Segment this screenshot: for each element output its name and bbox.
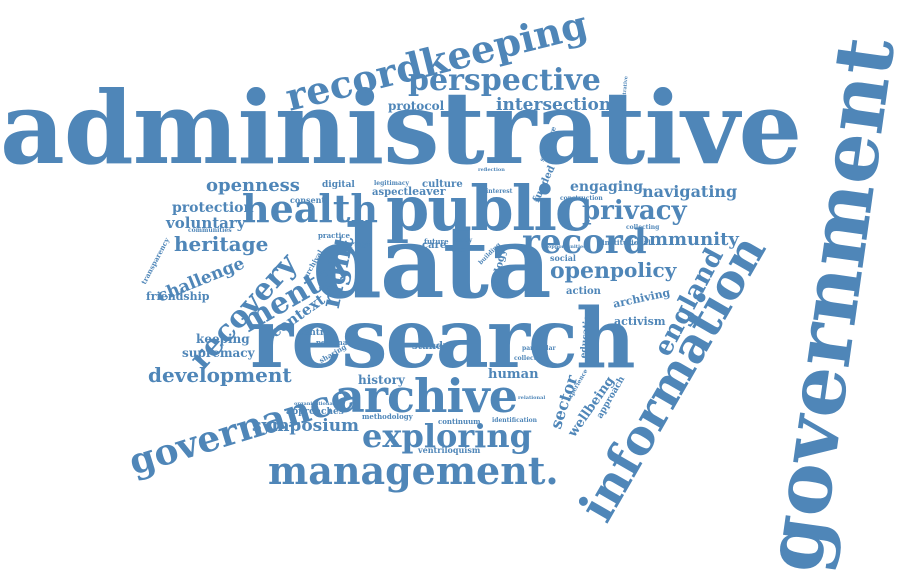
- word-communities: communities: [188, 227, 232, 234]
- word-relational: relational: [518, 395, 546, 401]
- word-keeping: keeping: [196, 332, 250, 346]
- word-construction: construction: [560, 195, 603, 202]
- word-openness: openness: [206, 175, 300, 196]
- word-trust: trust: [344, 240, 372, 251]
- word-transparency: transparency: [139, 236, 172, 286]
- word-future: future: [424, 237, 449, 246]
- word-stand: stand: [412, 341, 443, 352]
- word-open: open: [550, 258, 611, 284]
- word-action: action: [566, 286, 601, 297]
- word-institutional: institutional: [602, 238, 651, 247]
- word-interest: interest: [486, 188, 513, 195]
- word-collection: collection: [514, 355, 548, 362]
- word-methodology: methodology: [362, 412, 413, 421]
- word-symposium: symposium: [252, 416, 360, 436]
- word-organizational: organizational: [294, 401, 335, 407]
- word-navigating: navigating: [642, 182, 738, 201]
- word-exploring: exploring: [362, 417, 532, 455]
- word-care: care: [422, 240, 447, 251]
- word-aspect: aspect: [372, 187, 409, 198]
- word-protection: protection: [172, 200, 254, 216]
- word-study: study: [454, 237, 473, 244]
- word-activism: activism: [614, 315, 666, 328]
- word-public: public: [386, 172, 593, 245]
- word-digital: digital: [322, 180, 355, 190]
- word-approaches: approaches: [286, 407, 344, 417]
- word-privacy: privacy: [582, 196, 687, 226]
- word-history: history: [358, 373, 405, 387]
- word-archive: archive: [335, 369, 518, 423]
- word-practice: practice: [318, 231, 350, 240]
- word-policy: policy: [610, 258, 677, 282]
- word-reflection: reflection: [478, 167, 505, 173]
- word-development: development: [148, 363, 292, 387]
- word-centre: centre: [298, 328, 331, 338]
- word-leaver: leaver: [408, 185, 446, 198]
- word-protocol: protocol: [388, 99, 445, 113]
- word-culture: culture: [422, 179, 463, 190]
- word-friendship: friendship: [146, 290, 210, 303]
- word-acc: acc: [452, 245, 466, 254]
- word-opportunities: opportunities: [548, 244, 586, 250]
- word-intersection: intersection: [496, 95, 612, 115]
- word-community: community: [626, 229, 739, 250]
- word-engaging: engaging: [570, 179, 644, 195]
- word-particular: particular: [522, 345, 556, 352]
- word-voluntary: voluntary: [166, 214, 246, 232]
- word-research: research: [250, 291, 636, 387]
- word-management: management.: [268, 448, 559, 493]
- word-ventriloquism: ventriloquism: [418, 445, 481, 455]
- word-administrative: administrative: [0, 69, 802, 187]
- word-legitimacy: legitimacy: [374, 180, 409, 187]
- word-supremacy: supremacy: [182, 346, 255, 360]
- word-social: social: [550, 253, 576, 263]
- word-data: data: [312, 203, 552, 321]
- word-racial: racial: [432, 343, 452, 350]
- word-identification: identification: [492, 417, 538, 424]
- word-collecting: collecting: [626, 224, 660, 231]
- word-continuum: continuum: [438, 417, 481, 426]
- word-personal: personal: [316, 338, 350, 347]
- word-consent: consent: [290, 195, 326, 205]
- word-record: record: [522, 222, 647, 262]
- word-heritage: heritage: [174, 232, 269, 256]
- word-health: health: [242, 186, 379, 231]
- word-human: human: [488, 367, 539, 382]
- word-perspective: perspective: [408, 63, 601, 98]
